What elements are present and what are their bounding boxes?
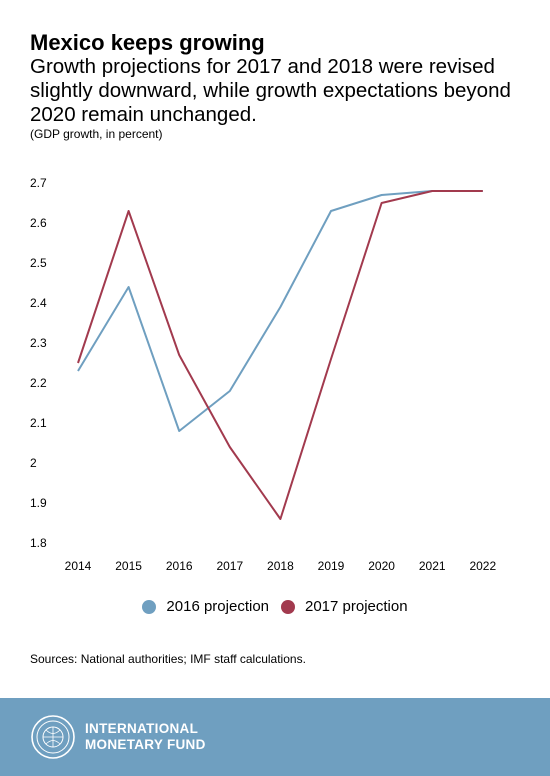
x-tick-label: 2014: [65, 559, 92, 573]
legend-label-2017: 2017 projection: [305, 598, 408, 615]
legend: 2016 projection 2017 projection: [0, 598, 550, 615]
legend-item-2017: 2017 projection: [281, 598, 408, 615]
y-tick-label: 2.2: [30, 376, 47, 390]
legend-dot-2016: [142, 599, 157, 614]
x-tick-label: 2015: [115, 559, 142, 573]
legend-item-2016: 2016 projection: [142, 598, 269, 615]
x-tick-label: 2017: [216, 559, 243, 573]
legend-dot-2017: [281, 599, 295, 614]
chart-title: Mexico keeps growing: [30, 30, 265, 55]
y-tick-label: 2.1: [30, 416, 47, 430]
imf-wordmark: INTERNATIONAL MONETARY FUND: [85, 721, 206, 753]
x-tick-label: 2016: [166, 559, 193, 573]
y-tick-label: 2.4: [30, 296, 47, 310]
footer-bar: INTERNATIONAL MONETARY FUND: [0, 698, 550, 776]
source-note: Sources: National authorities; IMF staff…: [30, 652, 306, 666]
y-tick-label: 1.9: [30, 496, 47, 510]
line-chart: 1.8 1.9 2 2.1 2.2 2.3 2.4 2.5 2.6 2.7 2014 2015 2016…: [30, 176, 496, 573]
y-tick-label: 2.5: [30, 256, 47, 270]
x-tick-label: 2022: [469, 559, 496, 573]
y-tick-label: 2: [30, 456, 37, 470]
legend-label-2016: 2016 projection: [166, 598, 269, 615]
chart-subtitle: Growth projections for 2017 and 2018 wer…: [30, 55, 511, 126]
x-tick-label: 2020: [368, 559, 395, 573]
x-tick-label: 2018: [267, 559, 294, 573]
series-line-0: [77, 190, 483, 432]
imf-seal-icon: [31, 715, 75, 759]
y-tick-label: 2.7: [30, 176, 47, 190]
y-tick-label: 2.3: [30, 336, 47, 350]
series-line-1: [77, 190, 483, 520]
imf-wordmark-line2: MONETARY FUND: [85, 737, 206, 752]
imf-wordmark-line1: INTERNATIONAL: [85, 721, 199, 736]
y-tick-label: 2.6: [30, 216, 47, 230]
x-tick-label: 2019: [318, 559, 345, 573]
x-tick-label: 2021: [419, 559, 446, 573]
y-tick-label: 1.8: [30, 536, 47, 550]
unit-label: (GDP growth, in percent): [30, 127, 163, 141]
